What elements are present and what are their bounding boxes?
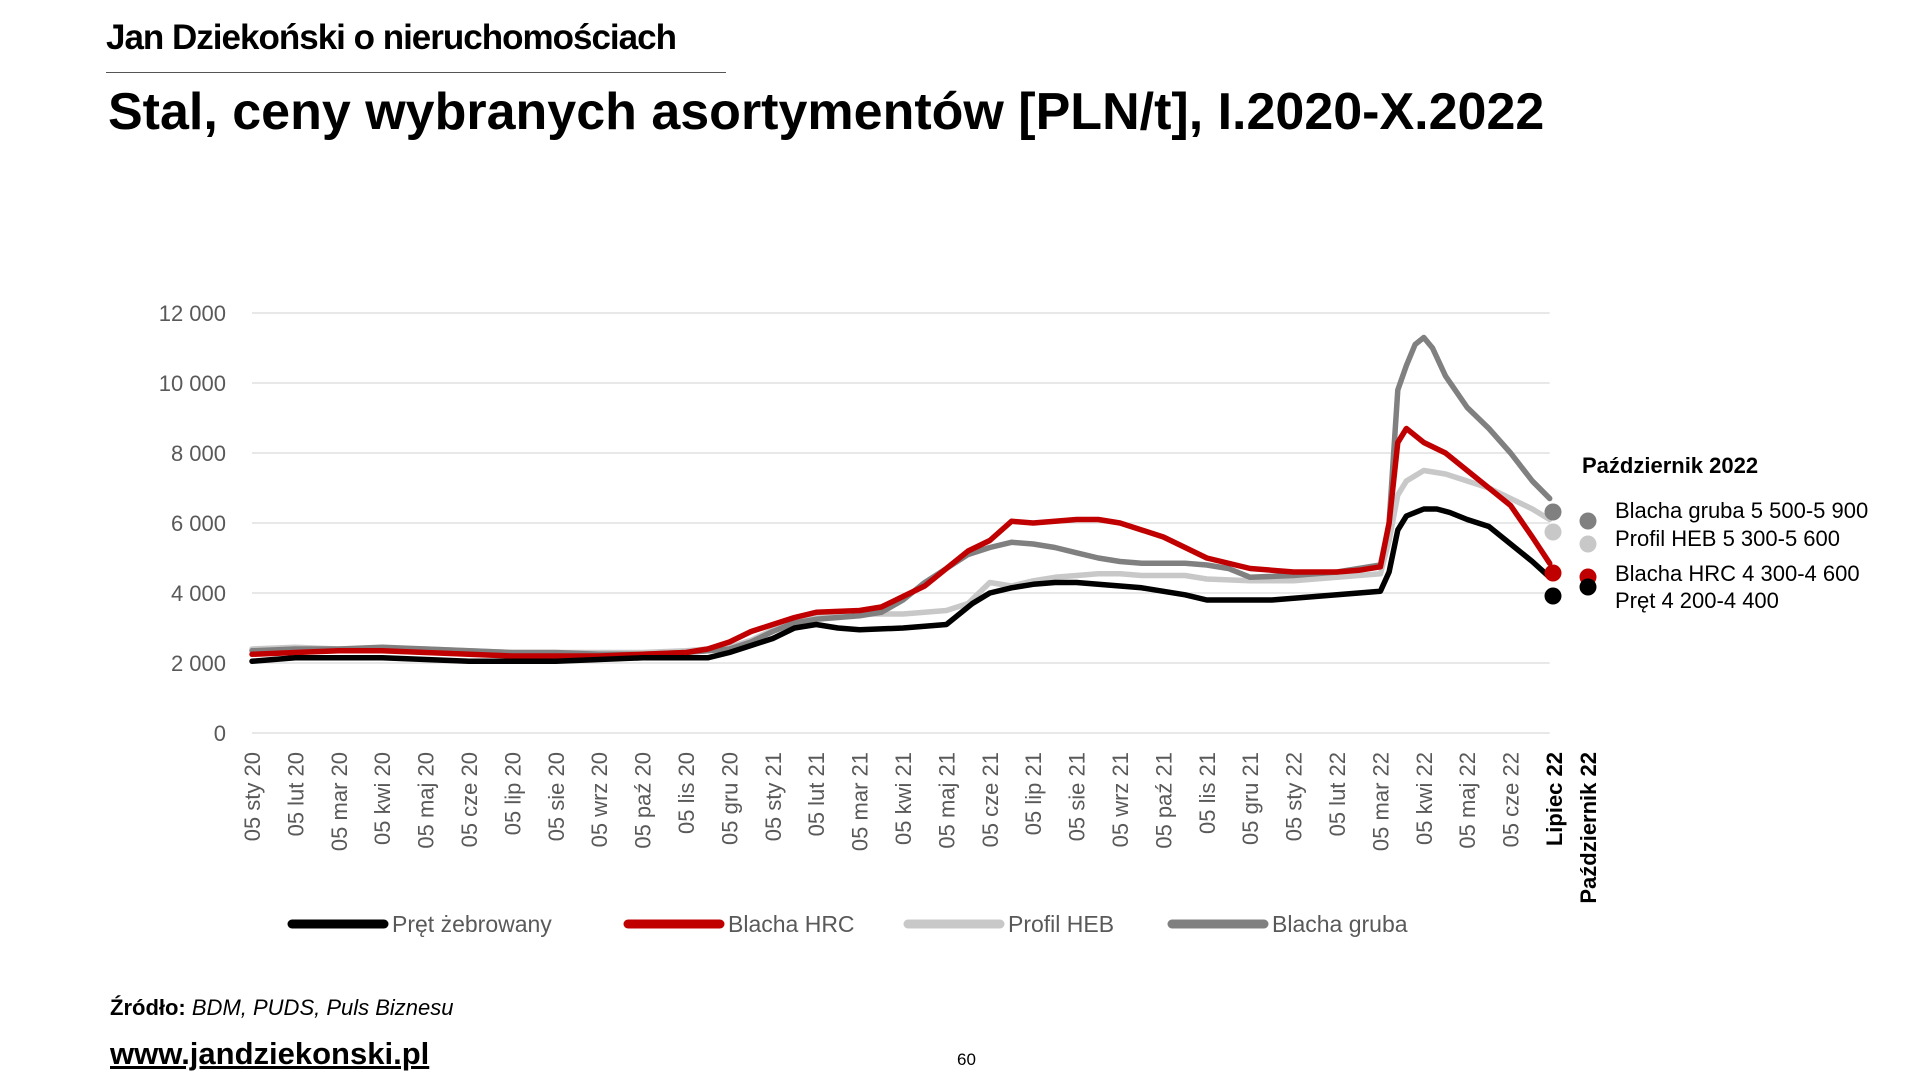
x-tick-label: 05 cze 20 [457, 752, 482, 847]
x-tick-label: 05 sty 20 [240, 752, 265, 841]
side-legend-title: Październik 2022 [1582, 453, 1759, 478]
side-legend-label-blacha-hrc: Blacha HRC 4 300-4 600 [1615, 561, 1860, 586]
x-tick-label: 05 lip 21 [1021, 752, 1046, 835]
source-label: Źródło: [110, 995, 186, 1020]
dot-october-pret-4 [1579, 578, 1597, 596]
column-label-lipiec-22: Lipiec 22 [1542, 752, 1567, 846]
x-tick-label: 05 lut 20 [283, 752, 308, 836]
series-line-profil-heb [249, 467, 1553, 656]
x-tick-label: 05 cze 22 [1499, 752, 1524, 847]
y-tick-label: 12 000 [159, 301, 226, 326]
x-tick-label: 05 sty 21 [761, 752, 786, 841]
dot-july-blacha-hrc [1544, 564, 1562, 582]
dot-october-profil-heb [1579, 535, 1597, 553]
column-label-pazdziernik-22: Październik 22 [1576, 752, 1601, 904]
x-tick-label: 05 kwi 21 [891, 752, 916, 845]
x-tick-label: 05 kwi 20 [370, 752, 395, 845]
x-tick-label: 05 lis 20 [674, 752, 699, 834]
x-tick-label: 05 gru 21 [1238, 752, 1263, 845]
y-tick-label: 10 000 [159, 371, 226, 396]
series-line-blacha-gruba [249, 334, 1553, 658]
series-line-blacha-hrc [249, 425, 1553, 659]
x-tick-label: 05 lut 22 [1325, 752, 1350, 836]
dot-july-pret-4 [1544, 587, 1562, 605]
x-tick-label: 05 lip 20 [500, 752, 525, 835]
x-tick-label: 05 lis 21 [1195, 752, 1220, 834]
x-tick-label: 05 paź 20 [631, 752, 656, 849]
x-tick-label: 05 mar 22 [1368, 752, 1393, 851]
x-tick-label: 05 paź 21 [1151, 752, 1176, 849]
legend-label-blacha-gruba: Blacha gruba [1272, 911, 1408, 937]
x-tick-label: 05 mar 21 [848, 752, 873, 851]
dot-october-blacha-gruba [1579, 512, 1597, 530]
x-tick-label: 05 maj 21 [934, 752, 959, 849]
y-tick-label: 4 000 [171, 581, 226, 606]
legend-label-profil-heb: Profil HEB [1008, 911, 1114, 937]
x-tick-label: 05 wrz 20 [587, 752, 612, 847]
x-tick-label: 05 wrz 21 [1108, 752, 1133, 847]
dot-july-profil-heb [1544, 523, 1562, 541]
side-legend-label-pret: Pręt 4 200-4 400 [1615, 588, 1779, 613]
y-tick-label: 0 [214, 721, 226, 746]
slide-title: Stal, ceny wybranych asortymentów [PLN/t… [108, 83, 1545, 141]
x-tick-label: 05 maj 22 [1455, 752, 1480, 849]
dot-july-blacha-gruba [1544, 503, 1562, 521]
side-legend-label-blacha-gruba: Blacha gruba 5 500-5 900 [1615, 498, 1869, 523]
legend-label-pret-zebrowany: Pręt żebrowany [392, 911, 552, 937]
x-tick-label: 05 maj 20 [414, 752, 439, 849]
page-number: 60 [957, 1050, 976, 1069]
y-tick-label: 8 000 [171, 441, 226, 466]
x-tick-label: 05 lut 21 [804, 752, 829, 836]
legend-label-blacha-hrc: Blacha HRC [728, 911, 855, 937]
source-note: Źródło: BDM, PUDS, Puls Biznesu [110, 995, 454, 1021]
x-tick-label: 05 sty 22 [1282, 752, 1307, 841]
website-link[interactable]: www.jandziekonski.pl [110, 1036, 430, 1071]
x-tick-label: 05 cze 21 [978, 752, 1003, 847]
x-tick-label: 05 sie 21 [1065, 752, 1090, 841]
x-tick-label: 05 mar 20 [327, 752, 352, 851]
y-tick-label: 6 000 [171, 511, 226, 536]
series-line-pret-zebrowany [249, 506, 1553, 665]
x-tick-label: 05 gru 20 [717, 752, 742, 845]
y-tick-label: 2 000 [171, 651, 226, 676]
x-tick-label: 05 kwi 22 [1412, 752, 1437, 845]
brand-divider [106, 72, 726, 73]
brand-header: Jan Dziekoński o nieruchomościach [106, 18, 677, 57]
x-tick-label: 05 sie 20 [544, 752, 569, 841]
source-text: BDM, PUDS, Puls Biznesu [185, 995, 454, 1020]
side-legend-label-profil-heb: Profil HEB 5 300-5 600 [1615, 526, 1841, 551]
